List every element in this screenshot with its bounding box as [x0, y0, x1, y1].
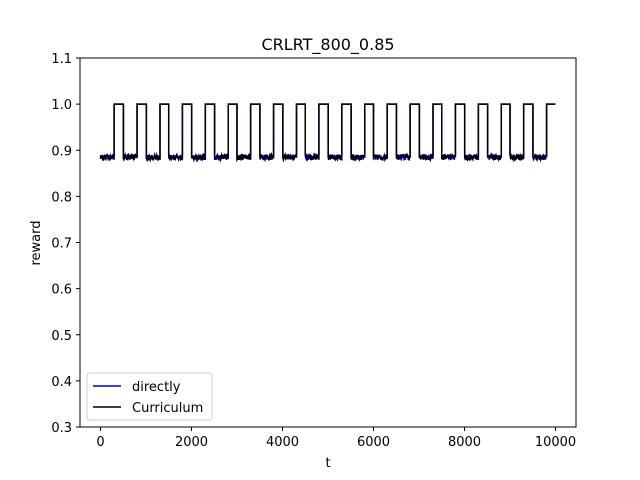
y-axis-ticks: 0.3 0.4 0.5 0.6 0.7 0.8 0.9 1.0 1.1: [51, 52, 80, 436]
y-tick-label: 0.8: [51, 190, 72, 205]
x-axis-label: t: [325, 456, 330, 471]
legend-label-curriculum: Curriculum: [132, 401, 203, 416]
y-tick-label: 1.1: [51, 52, 72, 67]
legend-label-directly: directly: [132, 380, 181, 395]
y-tick-label: 1.0: [51, 98, 72, 113]
y-tick-label: 0.9: [51, 144, 72, 159]
y-tick-label: 0.5: [51, 329, 72, 344]
y-tick-label: 0.4: [51, 375, 72, 390]
series-layer: [99, 103, 556, 163]
y-tick-label: 0.3: [51, 421, 72, 436]
legend-box: [86, 372, 213, 421]
x-tick-label: 10000: [535, 435, 576, 450]
legend: directly Curriculum: [86, 372, 213, 421]
series-line-curriculum: [99, 103, 556, 163]
y-tick-label: 0.6: [51, 283, 72, 298]
y-axis-label: reward: [29, 220, 44, 265]
chart-title: CRLRT_800_0.85: [261, 35, 394, 55]
x-axis-ticks: 0 2000 4000 6000 8000 10000: [96, 427, 576, 450]
x-tick-label: 2000: [175, 435, 208, 450]
y-tick-label: 0.7: [51, 237, 72, 252]
x-tick-label: 8000: [448, 435, 481, 450]
x-tick-label: 6000: [357, 435, 390, 450]
x-tick-label: 0: [96, 435, 104, 450]
x-tick-label: 4000: [266, 435, 299, 450]
